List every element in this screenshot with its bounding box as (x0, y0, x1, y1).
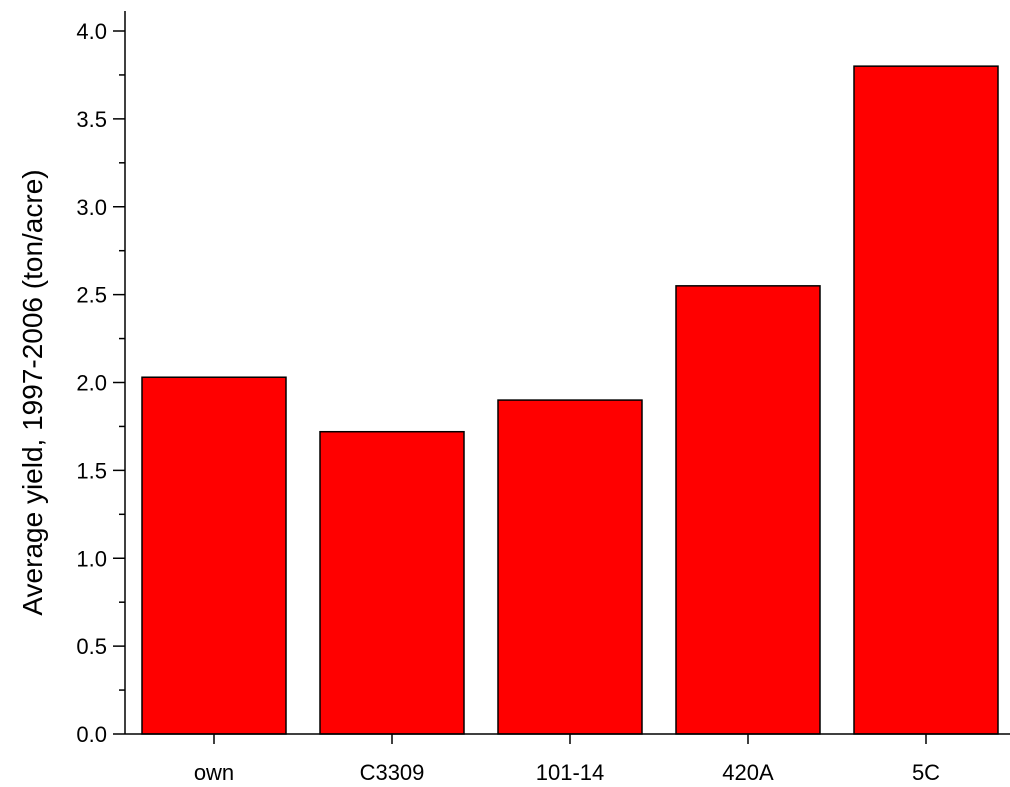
y-tick-label: 4.0 (76, 19, 107, 44)
x-ticks: own C3309 101-14 420A 5C (194, 734, 940, 785)
y-tick-label: 2.0 (76, 371, 107, 396)
bar-5C (853, 65, 999, 735)
y-tick-label: 1.5 (76, 458, 107, 483)
bars-layer (141, 65, 999, 735)
y-tick-label: 1.0 (76, 546, 107, 571)
x-tick-label: 420A (722, 760, 774, 785)
y-tick-label: 3.5 (76, 107, 107, 132)
bar-420A (675, 285, 821, 735)
y-axis-title: Average yield, 1997-2006 (ton/acre) (17, 169, 48, 615)
y-tick-label: 0.5 (76, 634, 107, 659)
x-tick-label: own (194, 760, 234, 785)
bar-101-14 (497, 399, 643, 735)
y-tick-label: 2.5 (76, 283, 107, 308)
y-tick-label: 3.0 (76, 195, 107, 220)
y-tick-label: 0.0 (76, 722, 107, 747)
x-tick-label: C3309 (360, 760, 425, 785)
y-ticks: 0.0 0.5 1.0 1.5 2.0 2.5 3.0 3.5 4.0 (76, 19, 125, 747)
x-tick-label: 5C (912, 760, 940, 785)
x-tick-label: 101-14 (536, 760, 605, 785)
bar-own (141, 376, 287, 735)
bar-C3309 (319, 430, 465, 735)
